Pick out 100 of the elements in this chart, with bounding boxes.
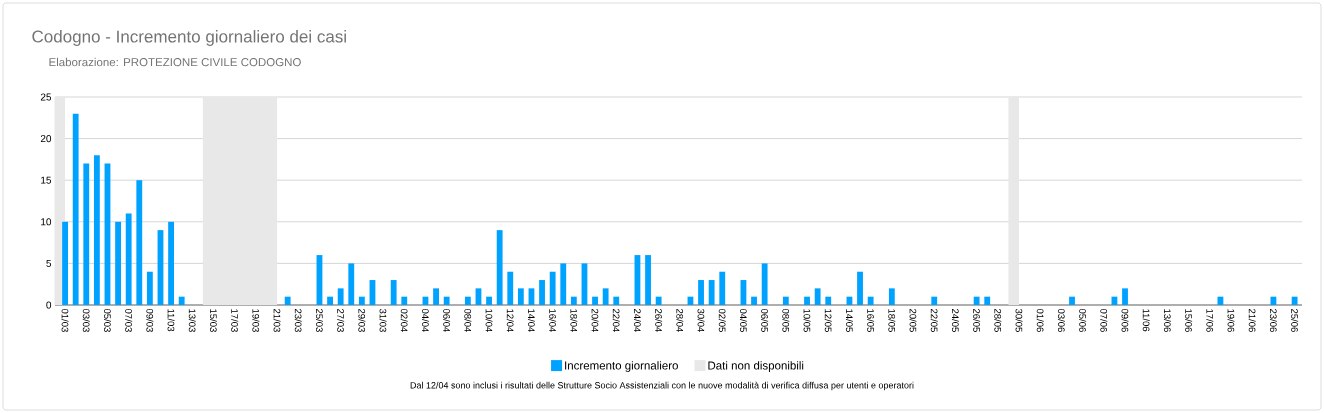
x-tick-label: 03/06 xyxy=(1057,308,1065,332)
x-tick-label: 18/05 xyxy=(888,309,896,332)
x-tick-label: 22/04 xyxy=(612,309,620,332)
text: Dal 12/04 sono inclusi i risultati delle Strutture Socio Assistenziali con le nuove modalità di verifica diffusa per utenti e operatori xyxy=(410,381,914,391)
bar xyxy=(146,271,153,305)
chart-title: Codogno - Incremento giornaliero dei casi xyxy=(32,30,346,46)
bar xyxy=(72,113,79,305)
bar xyxy=(888,288,895,305)
bar xyxy=(613,296,620,305)
y-tick-label: 5 xyxy=(46,259,52,267)
bar xyxy=(814,288,821,305)
x-tick-label: 12/04 xyxy=(506,309,514,332)
x-tick-label: 16/04 xyxy=(549,309,557,332)
bar xyxy=(931,296,938,305)
x-tick-label: 20/04 xyxy=(591,309,599,332)
x-tick-label: 21/03 xyxy=(273,309,281,332)
bar xyxy=(93,155,100,305)
x-tick-label: 14/05 xyxy=(845,309,853,332)
x-tick-label: 01/06 xyxy=(1036,308,1044,332)
bar xyxy=(751,296,757,305)
x-tick-label: 16/05 xyxy=(867,309,875,332)
x-tick-label: 20/05 xyxy=(909,309,917,332)
bar xyxy=(125,213,132,305)
x-tick-label: 05/06 xyxy=(1079,308,1087,332)
x-tick-label: 26/04 xyxy=(655,309,663,332)
bar xyxy=(984,296,991,305)
x-tick-label: 04/04 xyxy=(421,308,429,332)
bar xyxy=(358,296,365,305)
bar xyxy=(486,296,492,305)
x-tick-label: 30/05 xyxy=(1015,308,1023,332)
x-tick-label: 06/05 xyxy=(761,308,769,332)
bar xyxy=(1270,296,1277,305)
x-tick-label: 12/05 xyxy=(824,309,832,332)
x-tick-label: 13/03 xyxy=(188,309,196,332)
bar xyxy=(570,296,577,305)
bar xyxy=(507,271,514,305)
bar xyxy=(327,296,333,305)
bar xyxy=(645,255,651,305)
x-tick-label: 09/06 xyxy=(1121,308,1129,332)
bar xyxy=(1122,288,1128,305)
x-tick-label: 22/05 xyxy=(930,309,938,332)
x-tick-label: 17/03 xyxy=(231,309,239,332)
bar xyxy=(496,230,503,305)
bar xyxy=(1291,296,1298,305)
bar xyxy=(655,296,662,305)
bar xyxy=(857,271,863,305)
x-tick-label: 11/03 xyxy=(167,309,175,332)
x-tick-label: 07/06 xyxy=(1100,308,1108,332)
bar xyxy=(337,288,344,305)
bar xyxy=(433,288,439,305)
legend-label: Incremento giornaliero xyxy=(565,361,678,372)
bar xyxy=(401,296,408,305)
x-tick-label: 27/03 xyxy=(337,309,345,332)
x-tick-label: 02/04 xyxy=(400,308,408,332)
x-tick-label: 19/06 xyxy=(1227,309,1235,332)
x-tick-label: 09/03 xyxy=(146,308,154,332)
bar xyxy=(761,263,768,305)
x-tick-label: 15/06 xyxy=(1185,309,1193,332)
bar xyxy=(825,296,832,305)
bar xyxy=(708,280,715,305)
x-tick-label: 29/03 xyxy=(358,309,366,332)
y-tick-label: 15 xyxy=(41,176,52,184)
x-tick-label: 24/04 xyxy=(633,309,641,332)
bar xyxy=(83,163,90,305)
bar xyxy=(390,280,397,305)
bar xyxy=(443,296,450,305)
x-tick-label: 24/05 xyxy=(951,309,959,332)
bar xyxy=(1069,296,1075,305)
bar xyxy=(698,280,704,305)
x-tick-label: 10/05 xyxy=(803,309,811,332)
x-tick-label: 23/03 xyxy=(294,309,302,332)
bar xyxy=(549,271,556,305)
x-tick-label: 08/05 xyxy=(782,308,790,332)
bar xyxy=(804,296,810,305)
bar xyxy=(560,263,567,305)
x-tick-label: 26/05 xyxy=(973,309,981,332)
x-tick-label: 17/06 xyxy=(1206,309,1214,332)
y-tick-label: 0 xyxy=(46,301,52,309)
x-tick-label: 28/05 xyxy=(994,309,1002,332)
bar xyxy=(517,288,524,305)
chart-subtitle: Elaborazione: PROTEZIONE CIVILE CODOGNO xyxy=(49,57,301,67)
bar xyxy=(973,296,980,305)
bar xyxy=(178,296,185,305)
x-tick-label: 02/05 xyxy=(718,308,726,332)
x-tick-label: 04/05 xyxy=(739,308,747,332)
bar xyxy=(168,221,174,305)
bar xyxy=(602,288,609,305)
x-tick-label: 03/03 xyxy=(82,308,90,332)
x-tick-label: 25/03 xyxy=(315,309,323,332)
x-tick-label: 28/04 xyxy=(676,309,684,332)
x-tick-label: 10/04 xyxy=(485,309,493,332)
bar xyxy=(464,296,471,305)
x-tick-label: 13/06 xyxy=(1163,309,1171,332)
bar xyxy=(719,271,726,305)
x-tick-label: 15/03 xyxy=(209,309,217,332)
x-tick-label: 14/04 xyxy=(527,309,535,332)
x-tick-label: 19/03 xyxy=(252,309,260,332)
x-tick-label: 18/04 xyxy=(570,309,578,332)
legend-label: Dati non disponibili xyxy=(708,361,804,372)
y-tick-label: 10 xyxy=(41,218,52,226)
